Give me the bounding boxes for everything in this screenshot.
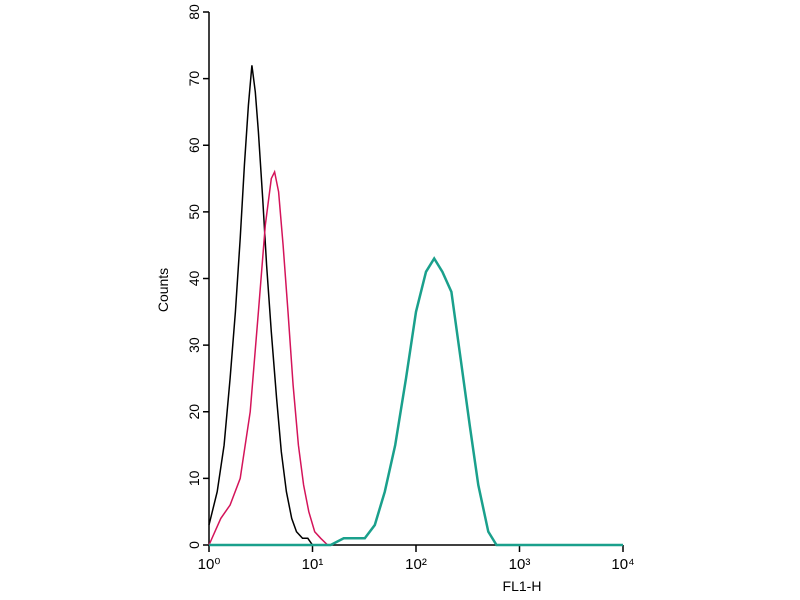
y-tick-label: 10 [186, 470, 202, 486]
histogram-line [208, 65, 321, 546]
x-tick-label: 10³ [509, 556, 531, 573]
histogram-line [209, 256, 623, 547]
histogram-line [208, 169, 329, 546]
x-axis-label: FL1-H [503, 578, 542, 594]
y-tick-label: 20 [186, 404, 202, 420]
y-tick-label: 80 [186, 4, 202, 20]
y-tick-label: 40 [186, 271, 202, 287]
y-tick-label: 50 [186, 204, 202, 220]
x-tick-label: 10⁰ [198, 556, 221, 573]
y-tick-label: 70 [186, 71, 202, 87]
x-tick-label: 10⁴ [611, 556, 634, 573]
x-tick-label: 10¹ [302, 556, 324, 573]
y-axis-label: Counts [155, 268, 171, 312]
x-tick-label: 10² [405, 556, 427, 573]
y-tick-label: 60 [186, 137, 202, 153]
y-tick-label: 30 [186, 337, 202, 353]
y-tick-label: 0 [186, 541, 202, 549]
